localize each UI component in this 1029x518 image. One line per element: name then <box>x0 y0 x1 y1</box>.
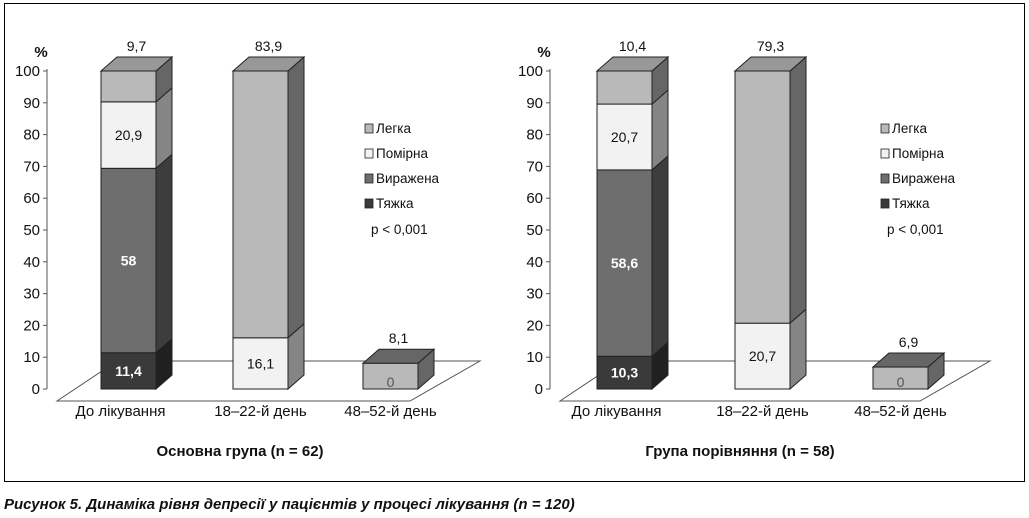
chart1-x-tick-label: 18–22-й день <box>214 403 307 420</box>
chart1-data-label-1-moderate: 20,9 <box>115 127 142 143</box>
chart1-y-tick-label: 30 <box>23 286 40 303</box>
chart1-bar-1-severe <box>100 352 157 390</box>
chart1-bar-1-marked <box>100 167 157 354</box>
chart2-y-tick-label: 40 <box>526 254 543 271</box>
chart2-bar-1-marked <box>596 169 653 357</box>
chart1-data-label-3-light: 8,1 <box>389 330 409 346</box>
chart2-bar-2-light-side <box>789 55 807 325</box>
figure-frame: 0 10 20 30 40 50 60 70 80 90 100% 11,4 58 20,9 9,7 До л… <box>4 3 1025 482</box>
chart1-legend-swatch-light <box>364 123 374 134</box>
chart1-data-label-1-marked: 58 <box>121 253 137 269</box>
chart1-y-tick-label: 80 <box>23 127 40 144</box>
chart1-y-tick-label: 60 <box>23 190 40 207</box>
chart2-bar-2-moderate <box>734 322 791 390</box>
chart2-legend-label-marked: Виражена <box>892 171 956 186</box>
chart2-legend-swatch-moderate <box>880 148 890 159</box>
chart2-y-axis-label: % <box>537 44 550 61</box>
chart2-legend-swatch-severe <box>880 198 890 209</box>
chart2-bar-1-top <box>595 56 670 72</box>
chart1-y-tick-label: 50 <box>23 222 40 239</box>
chart2-bar-2-light <box>734 70 791 324</box>
chart1-bar-2-moderate <box>232 337 289 390</box>
chart2-x-tick-label: До лікування <box>572 403 662 420</box>
chart1-legend-label-marked: Виражена <box>376 171 440 186</box>
chart1-bar-2-top <box>231 56 306 72</box>
figure-caption: Рисунок 5. Динаміка рівня депресії у пац… <box>4 496 575 513</box>
chart1-y-tick-label: 40 <box>23 254 40 271</box>
chart1-data-label-3-moderate: 0 <box>387 374 395 390</box>
chart1-legend-swatch-severe <box>364 198 374 209</box>
chart1-p-value: p < 0,001 <box>371 222 428 237</box>
chart1-y-tick-label: 10 <box>23 349 40 366</box>
chart2-y-tick-label: 80 <box>526 127 543 144</box>
chart1-legend-swatch-marked <box>364 173 374 184</box>
chart2-x-tick-label: 18–22-й день <box>716 403 809 420</box>
chart1-bar-1-top <box>99 56 174 72</box>
chart2-x-tick-label: 48–52-й день <box>854 403 947 420</box>
chart1-bar-3-top <box>361 348 436 364</box>
chart2-y-tick-label: 20 <box>526 317 543 334</box>
chart2-y-tick-label: 70 <box>526 158 543 175</box>
chart1-data-label-2-light: 83,9 <box>255 38 282 54</box>
chart1-y-tick-label: 90 <box>23 95 40 112</box>
chart2-legend-label-light: Легка <box>892 121 927 136</box>
chart1-data-label-2-moderate: 16,1 <box>247 355 274 371</box>
chart2-data-label-1-severe: 10,3 <box>611 365 638 381</box>
chart2-y-tick-label: 50 <box>526 222 543 239</box>
chart1-legend-label-moderate: Помірна <box>376 146 428 161</box>
chart2-data-label-3-moderate: 0 <box>897 374 905 390</box>
chart2-y-tick-label: 0 <box>535 381 543 398</box>
chart2-legend-label-severe: Тяжка <box>892 196 930 211</box>
chart1-y-tick-label: 100 <box>15 63 40 80</box>
chart1-y-axis-label: % <box>34 44 47 61</box>
chart1-bar-2-light-side <box>287 55 305 339</box>
chart1-y-tick-label: 20 <box>23 317 40 334</box>
chart1-title: Основна група (n = 62) <box>156 443 323 460</box>
chart2-p-value: p < 0,001 <box>887 222 944 237</box>
chart2-data-label-2-light: 79,3 <box>757 38 784 54</box>
chart2-y-tick-label: 100 <box>518 63 543 80</box>
chart2-y-tick-label: 60 <box>526 190 543 207</box>
chart2-data-label-1-marked: 58,6 <box>611 255 638 271</box>
chart1-bar-1-marked-side <box>155 153 173 354</box>
chart1-y-tick-label: 0 <box>32 381 40 398</box>
chart1-data-label-1-light: 9,7 <box>127 38 147 54</box>
chart2-bar-2-top <box>733 56 808 72</box>
chart1-data-label-1-severe: 11,4 <box>115 363 142 379</box>
chart2-bar-1-light <box>596 70 653 105</box>
chart1-bar-1-light <box>100 70 157 103</box>
chart1-legend-label-severe: Тяжка <box>376 196 414 211</box>
chart1-x-tick-label: 48–52-й день <box>344 403 437 420</box>
chart2-legend-swatch-marked <box>880 173 890 184</box>
chart1-bar-2-light <box>232 70 289 339</box>
chart2-title: Група порівняння (n = 58) <box>645 443 834 460</box>
chart1-y-tick-label: 70 <box>23 158 40 175</box>
chart2-legend-label-moderate: Помірна <box>892 146 944 161</box>
chart2-bar-1-marked-side <box>651 154 669 358</box>
chart1-legend-swatch-moderate <box>364 148 374 159</box>
chart2-y-tick-label: 30 <box>526 286 543 303</box>
chart2-bar-1-moderate <box>596 103 653 171</box>
chart2-bar-1-severe <box>596 355 653 390</box>
chart2-data-label-1-light: 10,4 <box>619 38 646 54</box>
chart2-data-label-2-moderate: 20,7 <box>749 348 776 364</box>
chart1-bar-3-light <box>362 362 419 390</box>
chart2-data-label-1-moderate: 20,7 <box>611 129 638 145</box>
chart2-y-tick-label: 10 <box>526 349 543 366</box>
chart1-legend-label-light: Легка <box>376 121 411 136</box>
chart2-y-tick-label: 90 <box>526 95 543 112</box>
chart2-data-label-3-light: 6,9 <box>899 334 919 350</box>
chart2-legend-swatch-light <box>880 123 890 134</box>
chart2-bar-3-top <box>871 352 946 368</box>
chart1-x-tick-label: До лікування <box>76 403 166 420</box>
